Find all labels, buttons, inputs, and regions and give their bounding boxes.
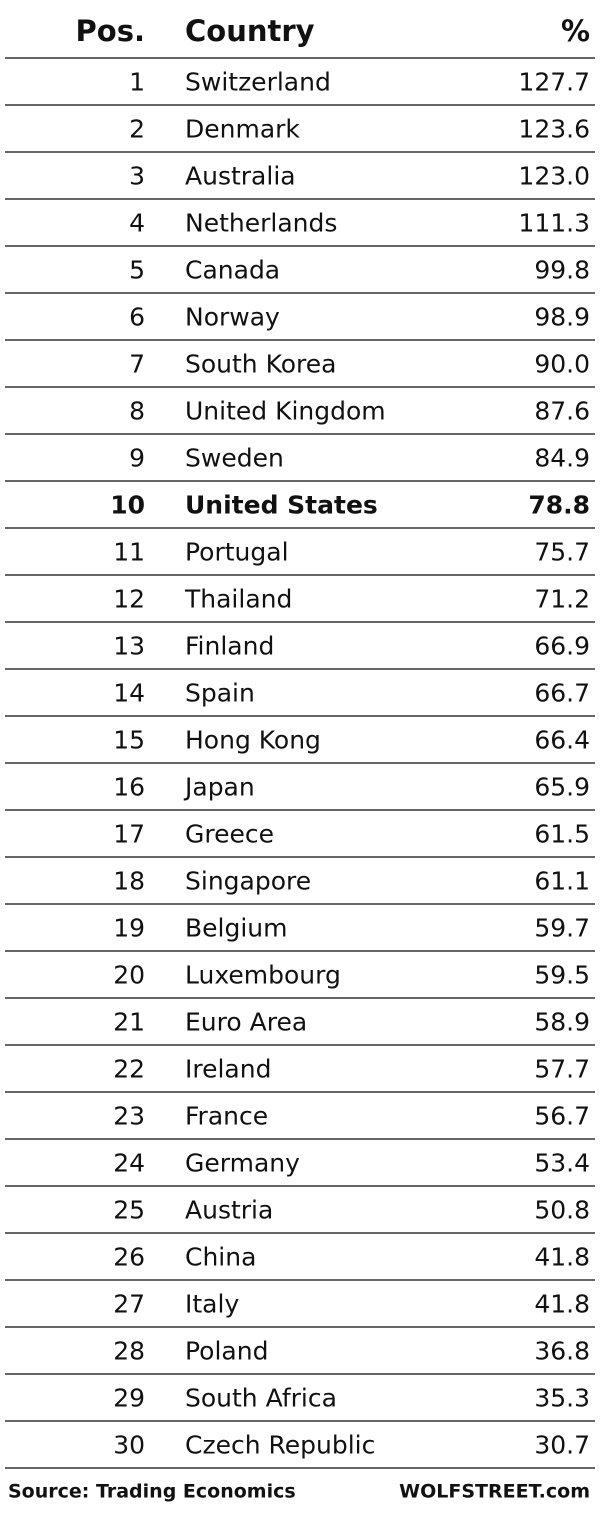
table-cell: 21 (113, 1008, 145, 1037)
table-cell: 7 (129, 350, 145, 379)
table-cell: 2 (129, 115, 145, 144)
table-cell: Denmark (185, 115, 300, 144)
table-cell: 98.9 (534, 303, 590, 332)
table-cell: 61.5 (534, 820, 590, 849)
table-cell: South Africa (185, 1384, 337, 1413)
table-cell: 25 (113, 1196, 145, 1225)
table-cell: 30.7 (534, 1431, 590, 1460)
table-cell: Canada (185, 256, 280, 285)
table-cell: Portugal (185, 538, 289, 567)
table-cell: 75.7 (534, 538, 590, 567)
table-cell: 53.4 (534, 1149, 590, 1178)
table-cell: 35.3 (534, 1384, 590, 1413)
table-cell: Poland (185, 1337, 268, 1366)
table-cell: 15 (113, 726, 145, 755)
table-cell: 87.6 (534, 397, 590, 426)
table-cell: 127.7 (518, 68, 590, 97)
table-cell: 12 (113, 585, 145, 614)
table-cell: 66.7 (534, 679, 590, 708)
table-cell: Czech Republic (185, 1431, 375, 1460)
table-cell: 28 (113, 1337, 145, 1366)
table-cell: Switzerland (185, 68, 331, 97)
table-cell: China (185, 1243, 256, 1272)
table-cell: Sweden (185, 444, 284, 473)
table-cell: United Kingdom (185, 397, 386, 426)
table-cell: 61.1 (534, 867, 590, 896)
table-cell: Japan (183, 773, 255, 802)
table-cell: 59.5 (534, 961, 590, 990)
table-cell: 71.2 (534, 585, 590, 614)
table-cell: 57.7 (534, 1055, 590, 1084)
header-cell: Country (185, 14, 315, 48)
table-cell: 30 (113, 1431, 145, 1460)
table-cell: 90.0 (534, 350, 590, 379)
table-cell: Australia (185, 162, 296, 191)
table-cell: 23 (113, 1102, 145, 1131)
table-cell: 66.4 (534, 726, 590, 755)
header-cell: Pos. (76, 14, 145, 48)
table-cell: Italy (185, 1290, 239, 1319)
table-cell: 6 (129, 303, 145, 332)
source-note: Source: Trading Economics (8, 1481, 296, 1503)
table-cell: 50.8 (534, 1196, 590, 1225)
table-cell: 1 (129, 68, 145, 97)
table-cell: 56.7 (534, 1102, 590, 1131)
table-cell: Thailand (184, 585, 292, 614)
table-cell: 16 (113, 773, 145, 802)
table-cell: 20 (113, 961, 145, 990)
table-cell: 29 (113, 1384, 145, 1413)
table-cell: 22 (113, 1055, 145, 1084)
table-cell: 19 (113, 914, 145, 943)
table-cell: 17 (113, 820, 145, 849)
table-cell: 65.9 (534, 773, 590, 802)
table-cell: 11 (113, 538, 145, 567)
table-cell: Germany (185, 1149, 300, 1178)
table-cell: South Korea (185, 350, 336, 379)
table-cell: 26 (113, 1243, 145, 1272)
table-cell: 84.9 (534, 444, 590, 473)
table-cell: 14 (113, 679, 145, 708)
table-cell: 3 (129, 162, 145, 191)
table-cell: Norway (185, 303, 280, 332)
table-cell: 36.8 (534, 1337, 590, 1366)
table-cell: 78.8 (528, 491, 590, 520)
table-cell: 18 (113, 867, 145, 896)
table-cell: 8 (129, 397, 145, 426)
table-cell: Austria (185, 1196, 273, 1225)
table-cell: 27 (113, 1290, 145, 1319)
table-cell: Belgium (185, 914, 288, 943)
table-cell: 10 (110, 491, 145, 520)
table-cell: 111.3 (518, 209, 590, 238)
table-cell: 41.8 (534, 1243, 590, 1272)
table-cell: 66.9 (534, 632, 590, 661)
table-cell: Ireland (185, 1055, 271, 1084)
table-cell: Spain (185, 679, 255, 708)
table-cell: Singapore (185, 867, 311, 896)
table-cell: 41.8 (534, 1290, 590, 1319)
table-cell: 4 (129, 209, 145, 238)
header-cell: % (561, 14, 590, 48)
table-cell: Luxembourg (185, 961, 341, 990)
table-cell: Hong Kong (185, 726, 321, 755)
table-cell: Finland (185, 632, 274, 661)
table-cell: 123.6 (518, 115, 590, 144)
table-cell: 99.8 (534, 256, 590, 285)
brand-note: WOLFSTREET.com (399, 1481, 590, 1503)
table-cell: Netherlands (185, 209, 337, 238)
table-cell: 24 (113, 1149, 145, 1178)
table-cell: Euro Area (185, 1008, 307, 1037)
table-cell: 58.9 (534, 1008, 590, 1037)
table-cell: 13 (113, 632, 145, 661)
table-cell: France (185, 1102, 268, 1131)
table-cell: 9 (129, 444, 145, 473)
table-cell: 123.0 (518, 162, 590, 191)
table-cell: 59.7 (534, 914, 590, 943)
table-cell: 5 (129, 256, 145, 285)
table-cell: Greece (185, 820, 274, 849)
table-cell: United States (185, 491, 378, 520)
